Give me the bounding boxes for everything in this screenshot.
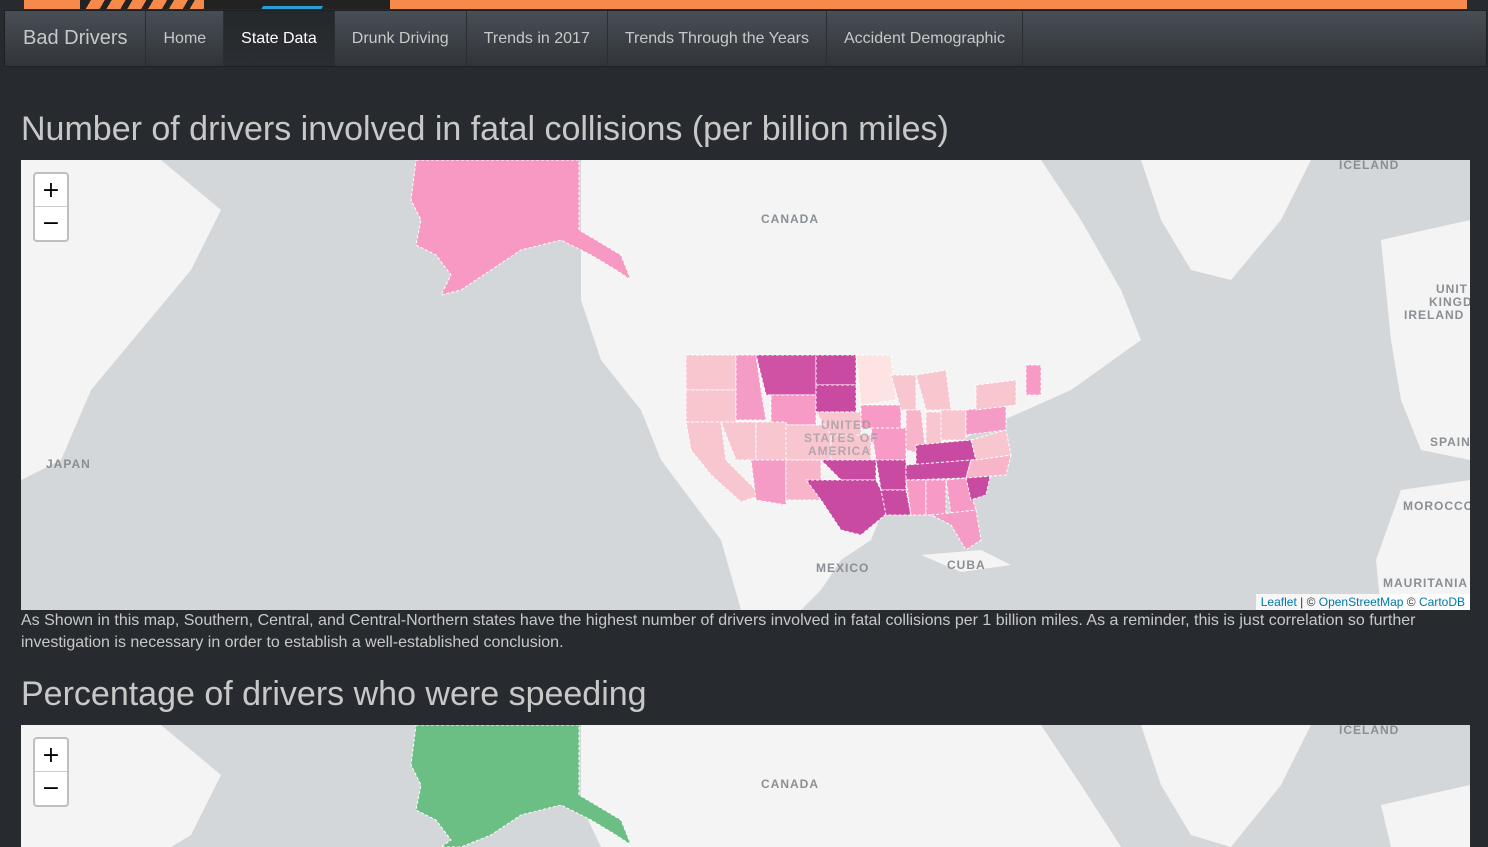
label-mauritania: MAURITANIA	[1383, 576, 1469, 590]
zoom-in-button-2[interactable]: +	[35, 739, 67, 772]
state-alaska-2	[410, 725, 633, 847]
state-minnesota	[855, 354, 897, 406]
banner-stripes	[84, 0, 204, 9]
state-louisiana	[880, 489, 912, 516]
osm-link[interactable]: OpenStreetMap	[1318, 595, 1404, 609]
label-canada-2: CANADA	[761, 777, 819, 791]
banner-graphic	[80, 0, 390, 9]
map-tiles-2	[21, 725, 1470, 847]
nav-item-state-data[interactable]: State Data	[224, 11, 335, 66]
label-uk-1: UNIT	[1436, 282, 1468, 296]
state-utah	[755, 421, 787, 461]
header-banner	[24, 0, 1467, 9]
label-usa-1: UNITED	[821, 418, 872, 432]
state-washington	[685, 354, 737, 391]
label-canada: CANADA	[761, 212, 819, 226]
label-iceland-2: ICELAND	[1339, 725, 1400, 737]
state-oregon	[685, 389, 737, 423]
state-alaska	[410, 160, 633, 296]
state-idaho	[735, 354, 767, 421]
state-arkansas	[875, 459, 907, 491]
label-mexico: MEXICO	[816, 561, 870, 575]
nav-item-trends-2017[interactable]: Trends in 2017	[467, 11, 608, 66]
land-asia	[21, 160, 221, 480]
land-africa	[1376, 480, 1470, 610]
label-ireland: IRELAND	[1404, 308, 1465, 322]
land-greenland-2	[1141, 725, 1311, 847]
land-cuba	[921, 550, 1011, 572]
zoom-in-button[interactable]: +	[35, 174, 67, 207]
nav-item-drunk-driving[interactable]: Drunk Driving	[335, 11, 467, 66]
label-spain: SPAIN	[1430, 435, 1470, 449]
land-north-america-2	[581, 725, 1121, 847]
section1-title: Number of drivers involved in fatal coll…	[21, 110, 949, 148]
nav-item-home[interactable]: Home	[146, 11, 225, 66]
state-new-york	[975, 379, 1017, 411]
nav-item-accident-demographic[interactable]: Accident Demographic	[827, 11, 1023, 66]
state-alabama	[925, 479, 947, 516]
navbar: Bad Drivers Home State Data Drunk Drivin…	[4, 10, 1487, 67]
state-virginia	[970, 429, 1012, 461]
label-usa-2: STATES OF	[804, 431, 879, 445]
land-asia-2	[21, 725, 221, 847]
speeding-map[interactable]: CANADA ICELAND + −	[21, 725, 1470, 847]
leaflet-link[interactable]: Leaflet	[1260, 595, 1297, 609]
state-florida	[929, 509, 982, 551]
land-europe	[1381, 220, 1470, 460]
state-pennsylvania	[965, 404, 1007, 436]
zoom-control: + −	[33, 172, 69, 242]
section1-description: As Shown in this map, Southern, Central,…	[21, 612, 1416, 651]
banner-arrow-icon	[261, 0, 327, 9]
zoom-control-2: + −	[33, 737, 69, 807]
map-attribution: Leaflet | © OpenStreetMap © CartoDB	[1255, 594, 1470, 610]
label-morocco: MOROCCO	[1403, 499, 1470, 513]
label-cuba: CUBA	[947, 558, 986, 572]
state-maine	[1025, 364, 1042, 396]
label-iceland: ICELAND	[1339, 160, 1400, 172]
state-ohio	[940, 409, 967, 441]
section2-title: Percentage of drivers who were speeding	[21, 675, 647, 713]
nav-item-trends-years[interactable]: Trends Through the Years	[608, 11, 827, 66]
state-montana	[755, 354, 817, 396]
state-south-dakota	[815, 384, 857, 413]
navbar-brand[interactable]: Bad Drivers	[5, 11, 147, 66]
land-greenland	[1141, 160, 1311, 280]
state-arizona	[750, 459, 787, 506]
map-tiles	[21, 160, 1470, 610]
zoom-out-button-2[interactable]: −	[41, 776, 61, 801]
attrib-sep-2: ©	[1403, 595, 1419, 609]
fatal-collisions-map[interactable]: CANADA ICELAND JAPAN UNIT KINGD IRELAND …	[21, 160, 1470, 610]
label-usa-3: AMERICA	[808, 444, 871, 458]
state-wyoming	[770, 394, 817, 426]
carto-link[interactable]: CartoDB	[1418, 595, 1465, 609]
attrib-sep-1: | ©	[1296, 595, 1319, 609]
label-uk-2: KINGD	[1429, 295, 1470, 309]
state-indiana	[925, 411, 942, 446]
state-california	[685, 421, 762, 503]
state-texas	[805, 479, 892, 536]
state-tennessee	[905, 459, 972, 481]
land-europe-2	[1381, 785, 1470, 847]
state-north-dakota	[815, 354, 857, 386]
label-japan: JAPAN	[46, 457, 91, 471]
zoom-out-button[interactable]: −	[41, 211, 61, 236]
